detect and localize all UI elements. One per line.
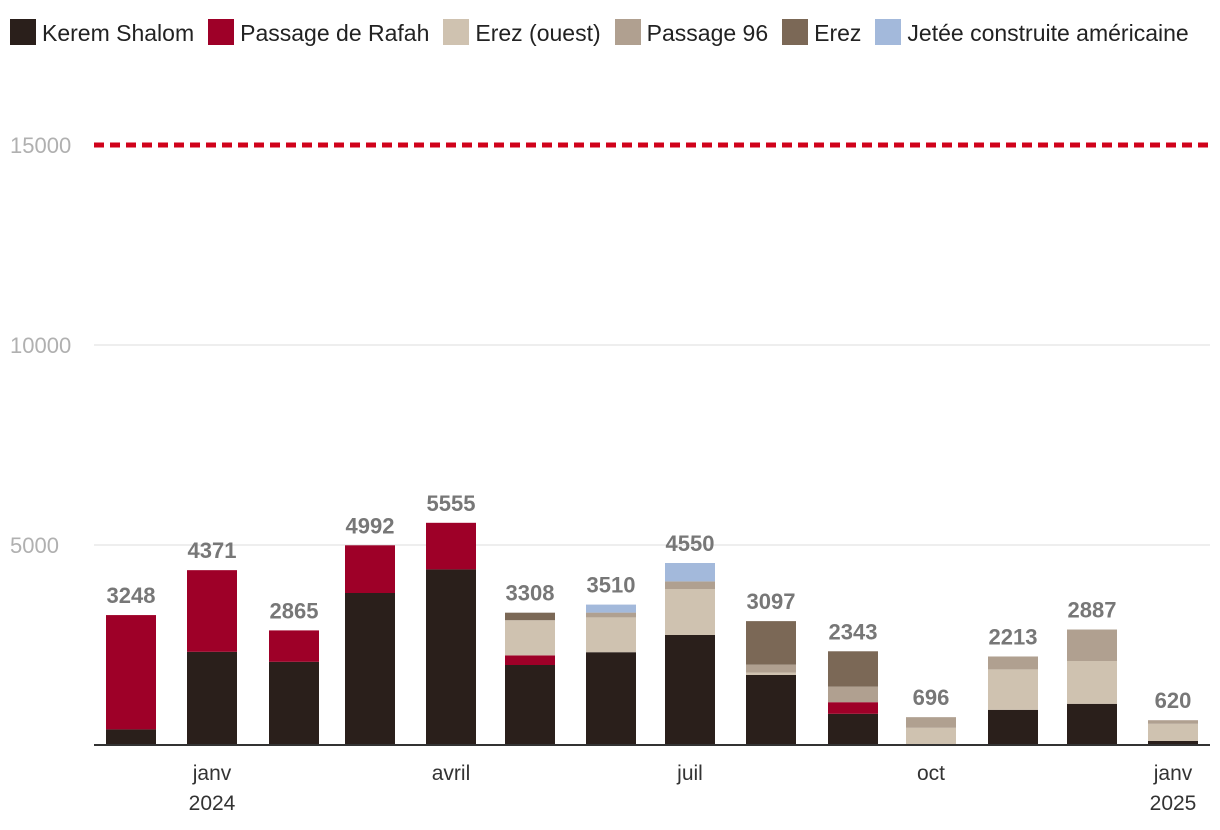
- x-tick-sublabel: 2025: [1150, 792, 1197, 815]
- bar-segment: [906, 717, 956, 728]
- bar-segment: [828, 702, 878, 714]
- x-tick-sublabel: 2024: [189, 792, 236, 815]
- bar-segment: [586, 612, 636, 618]
- legend-label: Erez (ouest): [475, 20, 601, 46]
- x-tick-label: janv: [1153, 762, 1193, 785]
- bar-total-label: 3097: [747, 589, 796, 614]
- bar-total-label: 2865: [270, 598, 319, 623]
- legend-swatch: [443, 19, 470, 45]
- bar-segment: [1067, 661, 1117, 704]
- bar-total-label: 2343: [829, 619, 878, 644]
- legend-item: Erez (ouest): [443, 14, 601, 52]
- bar-segment: [345, 593, 395, 745]
- legend-label: Jetée construite américaine: [907, 20, 1189, 46]
- bar-segment: [187, 651, 237, 745]
- bar-segment: [269, 661, 319, 745]
- bar-segment: [665, 581, 715, 589]
- bar-segment: [1067, 703, 1117, 745]
- legend-label: Passage 96: [646, 20, 769, 46]
- x-tick-label: oct: [917, 762, 945, 785]
- bar-segment: [828, 686, 878, 703]
- bar-total-label: 2887: [1068, 598, 1117, 623]
- bar-segment: [988, 669, 1038, 710]
- bar-total-label: 4550: [666, 531, 715, 556]
- legend-item: Passage de Rafah: [208, 14, 429, 52]
- bar-segment: [746, 621, 796, 665]
- bar-segment: [187, 570, 237, 652]
- bar-segment: [1148, 723, 1198, 741]
- bar-segment: [586, 617, 636, 653]
- bar-segment: [665, 563, 715, 582]
- bar-segment: [426, 569, 476, 745]
- legend-item: Passage 96: [614, 14, 769, 52]
- legend-label: Passage de Rafah: [240, 20, 430, 46]
- y-tick-label: 10000: [10, 333, 71, 358]
- legend-item: Erez: [782, 14, 861, 52]
- bar-segment: [426, 522, 476, 570]
- bar-segment: [269, 630, 319, 662]
- bar-total-label: 620: [1155, 688, 1192, 713]
- bar-segment: [505, 665, 555, 745]
- bar-segment: [665, 635, 715, 745]
- legend-item: Kerem Shalom: [10, 14, 194, 52]
- bar-segment: [906, 727, 956, 745]
- bar-total-label: 4371: [188, 538, 237, 563]
- legend-item: Jetée construite américaine: [875, 14, 1189, 52]
- bar-total-label: 5555: [427, 491, 476, 516]
- legend-swatch: [614, 19, 641, 45]
- bar-segment: [1148, 720, 1198, 724]
- y-tick-label: 15000: [10, 133, 71, 158]
- x-tick-label: janv: [192, 762, 232, 785]
- bar-segment: [586, 604, 636, 613]
- bar-segment: [505, 620, 555, 656]
- legend-label: Erez: [814, 20, 862, 46]
- bar-segment: [828, 713, 878, 745]
- bar-segment: [1148, 741, 1198, 745]
- legend-swatch: [875, 19, 902, 45]
- bar-segment: [828, 651, 878, 687]
- legend-swatch: [10, 19, 36, 45]
- bar-segment: [665, 589, 715, 635]
- legend-label: Kerem Shalom: [42, 20, 195, 46]
- legend-swatch: [208, 19, 235, 45]
- bar-segment: [746, 675, 796, 745]
- bar-segment: [345, 545, 395, 593]
- bar-total-label: 696: [913, 685, 950, 710]
- bar-segment: [988, 656, 1038, 670]
- bar-total-label: 2213: [989, 624, 1038, 649]
- y-tick-label: 5000: [10, 533, 59, 558]
- bar-total-label: 3308: [506, 581, 555, 606]
- bar-segment: [746, 672, 796, 675]
- legend: Kerem Shalom Passage de Rafah Erez (ouest)…: [10, 14, 1210, 52]
- bar-segment: [1067, 629, 1117, 661]
- legend-swatch: [782, 19, 809, 45]
- bar-total-label: 3510: [587, 573, 636, 598]
- bar-total-label: 3248: [107, 583, 156, 608]
- bar-segment: [505, 612, 555, 621]
- x-tick-label: avril: [432, 762, 471, 785]
- bar-segment: [586, 652, 636, 745]
- x-tick-label: juil: [676, 762, 703, 785]
- bar-segment: [988, 709, 1038, 745]
- bar-segment: [505, 655, 555, 665]
- bar-total-label: 4992: [346, 513, 395, 538]
- bar-segment: [746, 664, 796, 673]
- bar-segment: [106, 729, 156, 745]
- bar-segment: [106, 615, 156, 730]
